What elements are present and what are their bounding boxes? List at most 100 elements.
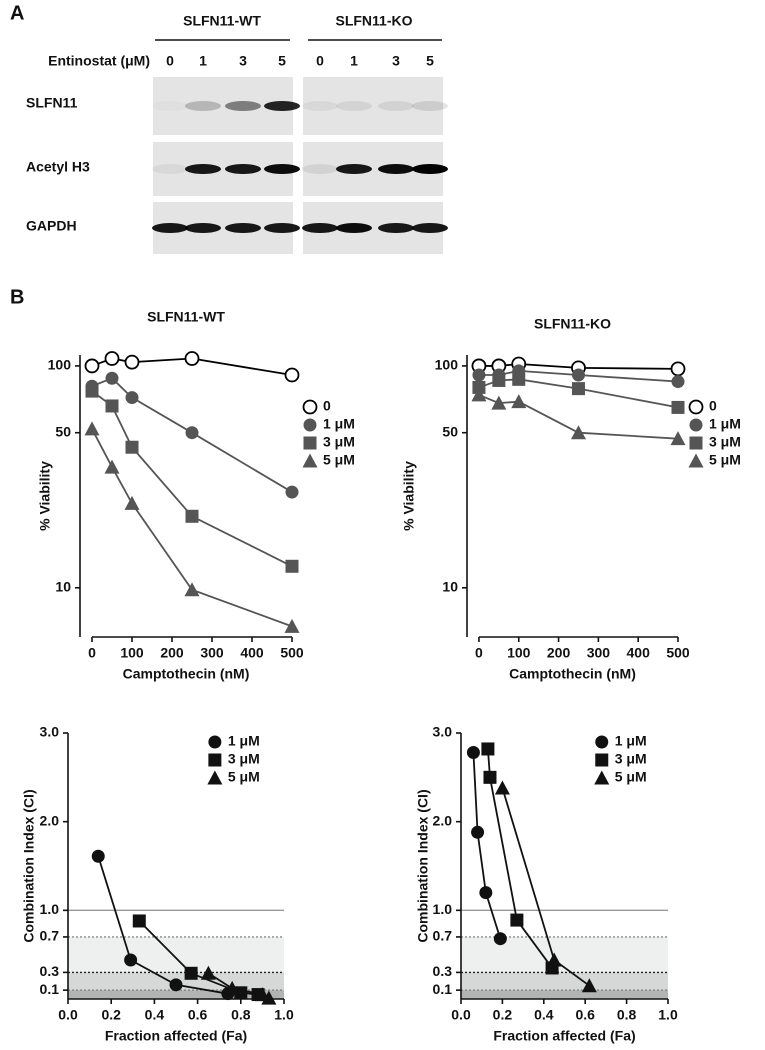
x-axis-label: Camptothecin (nM): [123, 666, 250, 682]
marker: [124, 354, 140, 370]
legend-marker: [208, 753, 222, 767]
x-tick-label: 0.2: [493, 1007, 513, 1023]
marker: [104, 459, 120, 474]
marker: [285, 485, 299, 499]
x-tick-label: 200: [547, 645, 571, 661]
blot-band: [336, 164, 372, 174]
marker: [491, 395, 507, 410]
blot-band: [225, 101, 261, 111]
marker: [512, 372, 526, 386]
blot-band: [336, 101, 372, 111]
dose-label: 5: [278, 53, 286, 69]
blot-band: [152, 223, 188, 233]
marker: [481, 742, 495, 756]
dose-label: 0: [166, 53, 174, 69]
x-tick-label: 0.0: [58, 1007, 78, 1023]
group-label: SLFN11-KO: [335, 13, 412, 29]
legend-label: 5 μM: [615, 769, 647, 785]
x-tick-label: 0: [88, 645, 96, 661]
x-tick-label: 0.4: [145, 1007, 165, 1023]
row-label: GAPDH: [26, 218, 77, 234]
legend-marker: [595, 753, 609, 767]
blot-band: [225, 223, 261, 233]
blot-band: [378, 101, 414, 111]
legend-marker: [207, 770, 223, 785]
marker: [479, 886, 493, 900]
treatment-label: Entinostat (μM): [48, 53, 150, 69]
y-tick-label: 10: [55, 578, 71, 594]
blot-band: [302, 101, 338, 111]
legend-label: 1 μM: [228, 733, 260, 749]
blot-band: [152, 101, 188, 111]
y-axis-label: Combination Index (CI): [415, 789, 431, 942]
marker: [125, 391, 139, 405]
y-tick-label: 3.0: [433, 724, 453, 740]
marker: [124, 495, 140, 510]
x-tick-label: 0.6: [188, 1007, 208, 1023]
legend-label: 1 μM: [615, 733, 647, 749]
x-tick-label: 0.4: [534, 1007, 554, 1023]
y-tick-label: 2.0: [40, 812, 60, 828]
legend-marker: [302, 399, 318, 415]
marker: [184, 351, 200, 366]
row-label: Acetyl H3: [26, 159, 90, 175]
legend-marker: [303, 436, 317, 450]
legend-marker: [689, 436, 703, 450]
y-tick-label: 50: [442, 423, 458, 439]
blot-band: [152, 164, 188, 174]
blot-band: [378, 164, 414, 174]
blot-band: [264, 164, 300, 174]
blot-band: [185, 223, 221, 233]
y-tick-label: 1.0: [433, 901, 453, 917]
marker: [224, 980, 240, 995]
x-tick-label: 500: [280, 645, 304, 661]
x-tick-label: 0.2: [101, 1007, 121, 1023]
marker: [571, 382, 585, 396]
marker: [124, 953, 138, 967]
chart-title: SLFN11-WT: [147, 309, 225, 325]
blot-band: [225, 164, 261, 174]
dose-label: 5: [426, 53, 434, 69]
series-line: [138, 920, 259, 996]
x-tick-label: 100: [120, 645, 144, 661]
legend-marker: [688, 399, 704, 415]
x-tick-label: 0.8: [231, 1007, 251, 1023]
x-tick-label: 400: [240, 645, 264, 661]
blot-band: [185, 164, 221, 174]
y-tick-label: 0.7: [433, 928, 453, 944]
x-tick-label: 0.6: [575, 1007, 595, 1023]
marker: [85, 384, 99, 398]
marker: [261, 990, 277, 1005]
blot-band: [412, 164, 448, 174]
blot-band: [412, 101, 448, 111]
chart-title: SLFN11-KO: [534, 316, 611, 332]
panel-label: B: [10, 286, 24, 308]
marker: [125, 440, 139, 454]
blot-band: [302, 164, 338, 174]
marker: [472, 380, 486, 394]
marker: [105, 371, 119, 385]
blot-band: [378, 223, 414, 233]
x-axis-label: Camptothecin (nM): [509, 666, 636, 682]
dose-label: 1: [350, 53, 358, 69]
x-axis-label: Fraction affected (Fa): [105, 1028, 247, 1044]
legend-marker: [595, 735, 609, 749]
legend-marker: [303, 418, 317, 432]
region: [461, 990, 668, 999]
marker: [671, 375, 685, 389]
x-tick-label: 0.8: [617, 1007, 637, 1023]
marker: [132, 914, 146, 928]
marker: [184, 966, 198, 980]
marker: [493, 932, 507, 946]
x-axis-label: Fraction affected (Fa): [493, 1028, 635, 1044]
marker: [200, 965, 216, 980]
marker: [284, 367, 300, 383]
marker: [510, 913, 524, 927]
blot-band: [264, 223, 300, 233]
blot-band: [185, 101, 221, 111]
marker: [185, 426, 199, 440]
dose-label: 0: [316, 53, 324, 69]
marker: [483, 770, 497, 784]
blot-band: [302, 223, 338, 233]
